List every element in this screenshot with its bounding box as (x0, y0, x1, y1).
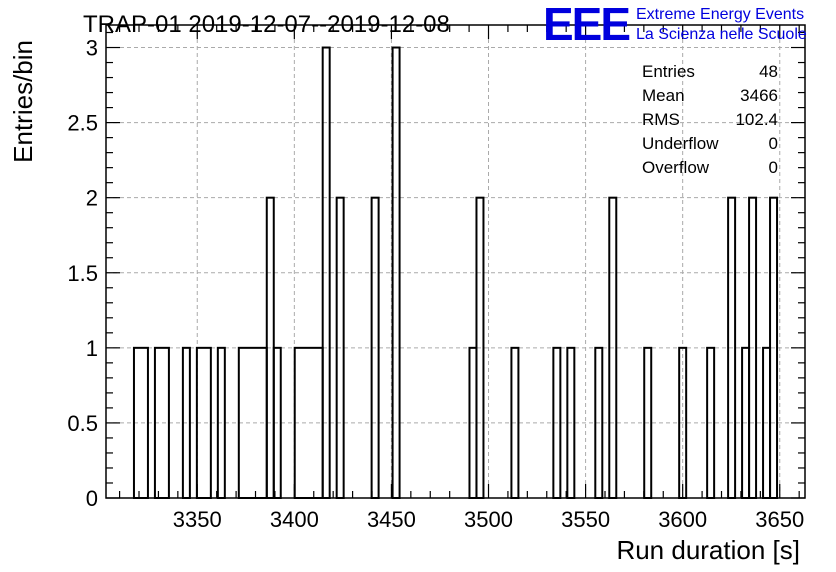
plot-frame (105, 24, 806, 499)
eee-logo-line2: La Scienza nelle Scuole (636, 26, 807, 43)
stats-box: Entries 48 Mean 3466 RMS 102.4 Underflow 0 Overf… (642, 62, 778, 177)
x-tick-label: 3400 (270, 507, 319, 532)
x-tick-label: 3350 (173, 507, 222, 532)
y-tick-label: 3 (86, 36, 98, 61)
stats-value: 0 (769, 134, 778, 153)
stats-label: RMS (642, 110, 680, 129)
plot-frame-rect (105, 24, 806, 499)
y-tick-label: 0 (86, 486, 98, 511)
y-tick-label: 0.5 (67, 411, 98, 436)
eee-logo-line1: Extreme Energy Events (636, 6, 804, 23)
chart-title: TRAP-01 2019-12-07--2019-12-08 (83, 11, 450, 38)
stats-label: Overflow (642, 158, 710, 177)
histogram-bars (132, 46, 779, 500)
axis-ticks (106, 25, 805, 499)
eee-logo: EEE Extreme Energy Events La Scienza nel… (543, 0, 807, 50)
x-axis-label: Run duration [s] (616, 535, 800, 565)
stats-label: Underflow (642, 134, 719, 153)
y-tick-label: 1.5 (67, 261, 98, 286)
stats-label: Mean (642, 86, 685, 105)
x-tick-label: 3450 (367, 507, 416, 532)
stats-value: 48 (759, 62, 778, 81)
x-tick-label: 3500 (464, 507, 513, 532)
y-tick-label: 1 (86, 336, 98, 361)
x-tick-label: 3600 (658, 507, 707, 532)
stats-label: Entries (642, 62, 695, 81)
x-tick-label: 3550 (561, 507, 610, 532)
y-tick-label: 2.5 (67, 111, 98, 136)
y-axis-label: Entries/bin (8, 40, 38, 163)
stats-value: 0 (769, 158, 778, 177)
x-tick-label: 3650 (755, 507, 804, 532)
eee-logo-mark: EEE (543, 0, 629, 50)
stats-value: 102.4 (735, 110, 778, 129)
tick-labels: 3350 3400 3450 3500 3550 3600 3650 0 0.5 1 1.5 2 2.5… (67, 36, 804, 532)
y-tick-label: 2 (86, 186, 98, 211)
stats-value: 3466 (740, 86, 778, 105)
